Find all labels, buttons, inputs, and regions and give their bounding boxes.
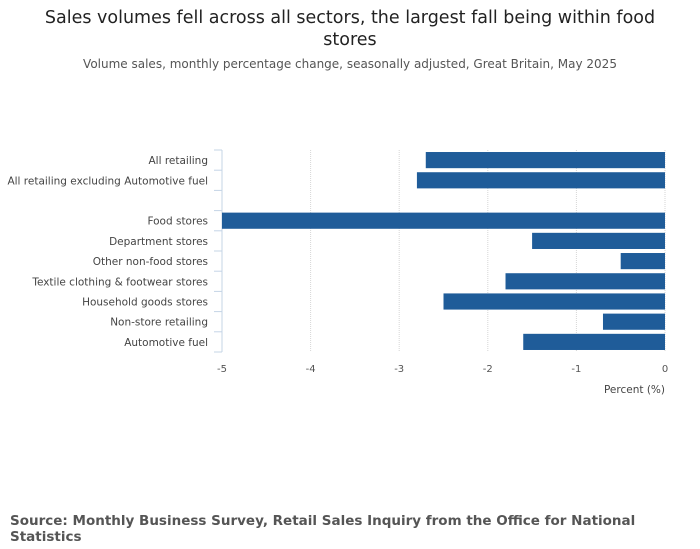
chart-subtitle: Volume sales, monthly percentage change,… bbox=[83, 57, 617, 71]
category-label: Automotive fuel bbox=[124, 337, 208, 349]
x-tick-label: -2 bbox=[483, 364, 493, 375]
category-label: Household goods stores bbox=[82, 297, 208, 309]
category-label: Food stores bbox=[147, 216, 208, 228]
category-label: Other non-food stores bbox=[93, 256, 208, 268]
bar bbox=[620, 253, 665, 270]
category-label: All retailing excluding Automotive fuel bbox=[7, 175, 208, 187]
category-label: Non-store retailing bbox=[110, 317, 208, 329]
x-axis-title: Percent (%) bbox=[604, 384, 665, 396]
category-label: All retailing bbox=[148, 155, 208, 167]
x-tick-label: -3 bbox=[394, 364, 404, 375]
source-note: Source: Monthly Business Survey, Retail … bbox=[10, 513, 636, 545]
bar bbox=[532, 232, 665, 249]
bar bbox=[425, 152, 665, 169]
bar bbox=[222, 212, 665, 229]
bar bbox=[523, 333, 665, 350]
x-tick-label: 0 bbox=[662, 364, 668, 375]
x-tick-label: -1 bbox=[571, 364, 581, 375]
x-tick-label: -5 bbox=[217, 364, 227, 375]
bar bbox=[602, 313, 665, 330]
bar bbox=[505, 273, 665, 290]
category-label: Textile clothing & footwear stores bbox=[31, 276, 208, 288]
category-label: Department stores bbox=[109, 236, 208, 248]
bar bbox=[443, 293, 665, 310]
x-tick-label: -4 bbox=[306, 364, 316, 375]
chart-title: Sales volumes fell across all sectors, t… bbox=[44, 8, 656, 50]
bar bbox=[416, 172, 665, 189]
